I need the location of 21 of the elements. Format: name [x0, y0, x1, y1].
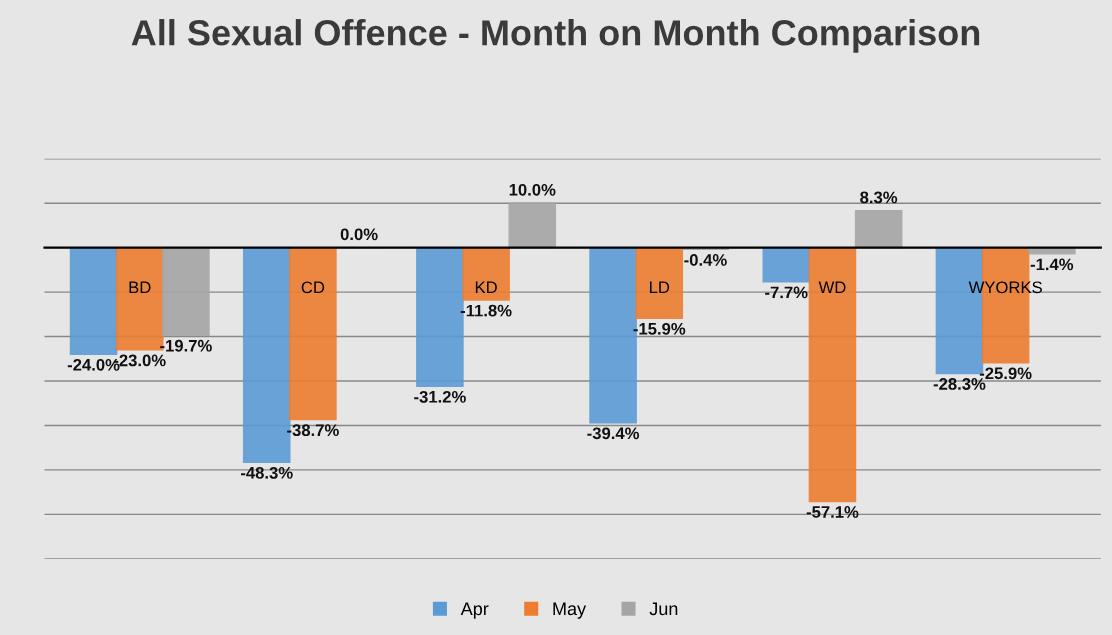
legend-label: May — [553, 602, 587, 619]
data-label: -57.1% — [806, 506, 859, 518]
data-label: -39.4% — [587, 427, 640, 440]
legend-label: Jun — [649, 602, 678, 616]
data-label: -0.4% — [684, 254, 727, 266]
chart-title: All Sexual Offence - Month on Month Comparison — [131, 19, 980, 53]
x-tick-label: BD — [129, 281, 151, 294]
data-label: -48.3% — [240, 466, 293, 479]
data-label: 8.3% — [860, 191, 898, 204]
data-label: -28.3% — [933, 378, 986, 390]
data-label: 0.0% — [340, 228, 378, 241]
data-label: -25.9% — [979, 367, 1032, 380]
data-label: -7.7% — [765, 286, 808, 299]
data-label: -31.2% — [414, 390, 466, 403]
x-tick-label: KD — [475, 281, 497, 294]
data-label: 10.0% — [509, 183, 556, 196]
legend-label: Apr — [460, 602, 489, 619]
x-tick-label: CD — [301, 281, 325, 294]
x-tick-label: LD — [649, 281, 670, 294]
data-label: -1.4% — [1030, 258, 1074, 271]
x-tick-label: WD — [818, 281, 846, 294]
